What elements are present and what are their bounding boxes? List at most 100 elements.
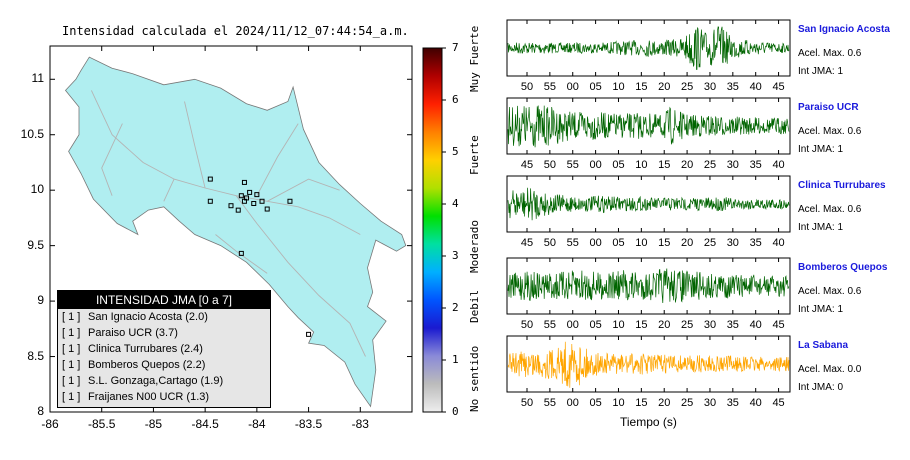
legend-row-text: Bomberos Quepos (2.2) xyxy=(88,359,206,371)
costa-rica-land xyxy=(64,56,407,408)
station-intensity: Int JMA: 1 xyxy=(798,304,844,315)
station-marker xyxy=(238,250,244,256)
waveform-tick-label: 35 xyxy=(726,319,739,331)
road-line xyxy=(163,178,175,202)
waveform-tick-label: 55 xyxy=(566,159,579,171)
waveform-tick-label: 25 xyxy=(680,319,694,331)
waveform-tick-label: 30 xyxy=(726,237,739,249)
colorbar-tick-label: 6 xyxy=(452,93,459,106)
waveform-tick-label: 05 xyxy=(612,237,625,249)
waveform-trace xyxy=(507,268,790,304)
legend-row-code: [ 1 ] xyxy=(62,311,81,323)
waveform-tick-label: 10 xyxy=(635,237,648,249)
station-marker xyxy=(287,198,293,204)
road-line xyxy=(215,234,268,274)
waveform-tick-label: 50 xyxy=(520,397,534,409)
station-accel: Acel. Max. 0.6 xyxy=(798,48,862,59)
waveform-tick-label: 30 xyxy=(703,81,717,93)
legend-row: [ 1 ] Paraiso UCR (3.7) xyxy=(58,325,270,341)
waveform-tick-label: 15 xyxy=(635,319,648,331)
station-accel: Acel. Max. 0.0 xyxy=(798,364,862,375)
waveform-tick-label: 10 xyxy=(612,81,625,93)
colorbar-tick-label: 5 xyxy=(452,145,459,158)
legend-row-code: [ 1 ] xyxy=(62,327,81,339)
waveform-tick-label: 45 xyxy=(772,81,785,93)
map-y-tick-label: 8 xyxy=(37,404,44,418)
map-y-tick-label: 9.5 xyxy=(27,237,44,252)
waveform-tick-label: 30 xyxy=(703,397,717,409)
waveform-tick-label: 05 xyxy=(589,81,602,93)
waveform-tick-label: 25 xyxy=(703,237,717,249)
waveform-tick-label: 55 xyxy=(566,237,579,249)
map-x-tick-label: -83 xyxy=(351,417,369,431)
waveform-tick-label: 50 xyxy=(543,159,556,171)
road-line xyxy=(101,123,123,196)
waveform-tick-label: 25 xyxy=(680,81,694,93)
station-intensity: Int JMA: 0 xyxy=(798,382,844,393)
station-marker xyxy=(241,198,247,204)
station-name: Bomberos Quepos xyxy=(798,262,888,273)
waveform-tick-label: 45 xyxy=(520,159,534,171)
road-line xyxy=(256,123,299,196)
time-axis-label: Tiempo (s) xyxy=(620,415,677,429)
waveform-tick-label: 15 xyxy=(635,397,648,409)
legend-row-code: [ 1 ] xyxy=(62,359,81,371)
waveform-tick-label: 20 xyxy=(658,319,671,331)
waveform-tick-label: 15 xyxy=(658,159,671,171)
station-name: Clinica Turrubares xyxy=(798,180,886,191)
waveform-tick-label: 35 xyxy=(726,397,739,409)
waveform-tick-label: 30 xyxy=(703,319,717,331)
waveform-tick-label: 30 xyxy=(726,159,739,171)
station-marker xyxy=(228,203,234,209)
map-x-tick-label: -84 xyxy=(248,417,266,431)
map-y-tick-label: 9 xyxy=(37,293,44,308)
map-y-tick-label: 10.5 xyxy=(20,126,44,141)
station-accel: Acel. Max. 0.6 xyxy=(798,204,862,215)
waveform-tick-label: 05 xyxy=(612,159,625,171)
station-marker xyxy=(254,192,260,198)
waveform-tick-label: 40 xyxy=(772,159,785,171)
waveform-tick-label: 50 xyxy=(520,319,534,331)
waveform-frame xyxy=(506,175,791,233)
waveform-tick-label: 05 xyxy=(589,397,602,409)
station-name: San Ignacio Acosta xyxy=(798,24,890,35)
station-marker xyxy=(251,200,257,206)
waveform-tick-label: 55 xyxy=(543,319,556,331)
station-marker xyxy=(235,207,241,213)
waveform-tick-label: 00 xyxy=(566,81,579,93)
station-marker xyxy=(238,193,244,199)
colorbar-tick-label: 0 xyxy=(452,405,459,418)
waveform-tick-label: 50 xyxy=(543,237,556,249)
map-x-tick-label: -85 xyxy=(144,417,163,431)
map-title: Intensidad calculada el 2024/11/12_07:44… xyxy=(62,24,409,38)
legend-row-text: Paraiso UCR (3.7) xyxy=(88,327,178,339)
station-marker xyxy=(207,176,213,182)
waveform-trace xyxy=(507,105,790,148)
waveform-tick-label: 00 xyxy=(589,237,602,249)
station-marker xyxy=(247,189,253,195)
waveform-tick-label: 20 xyxy=(680,237,694,249)
waveform-trace xyxy=(507,26,790,70)
waveform-tick-label: 35 xyxy=(726,81,739,93)
waveform-tick-label: 10 xyxy=(612,397,625,409)
colorbar-tick-label: 1 xyxy=(452,353,459,366)
legend-row-text: S.L. Gonzaga,Cartago (1.9) xyxy=(88,375,224,387)
waveform-tick-label: 20 xyxy=(658,81,671,93)
waveform-tick-label: 35 xyxy=(749,237,762,249)
legend-row: [ 1 ] Clinica Turrubares (2.4) xyxy=(58,341,270,357)
colorbar-tick-label: 4 xyxy=(452,197,459,210)
waveform-tick-label: 25 xyxy=(680,397,694,409)
waveform-tick-label: 25 xyxy=(703,159,717,171)
waveform-tick-label: 15 xyxy=(658,237,671,249)
legend-row-text: San Ignacio Acosta (2.0) xyxy=(88,311,208,323)
waveform-trace xyxy=(507,187,790,221)
waveform-tick-label: 45 xyxy=(520,237,534,249)
waveform-tick-label: 55 xyxy=(543,397,556,409)
waveform-tick-label: 40 xyxy=(749,397,762,409)
road-line xyxy=(184,101,206,189)
station-intensity: Int JMA: 1 xyxy=(798,144,844,155)
colorbar-fill xyxy=(422,47,443,413)
station-accel: Acel. Max. 0.6 xyxy=(798,126,862,137)
legend-row-code: [ 1 ] xyxy=(62,343,81,355)
